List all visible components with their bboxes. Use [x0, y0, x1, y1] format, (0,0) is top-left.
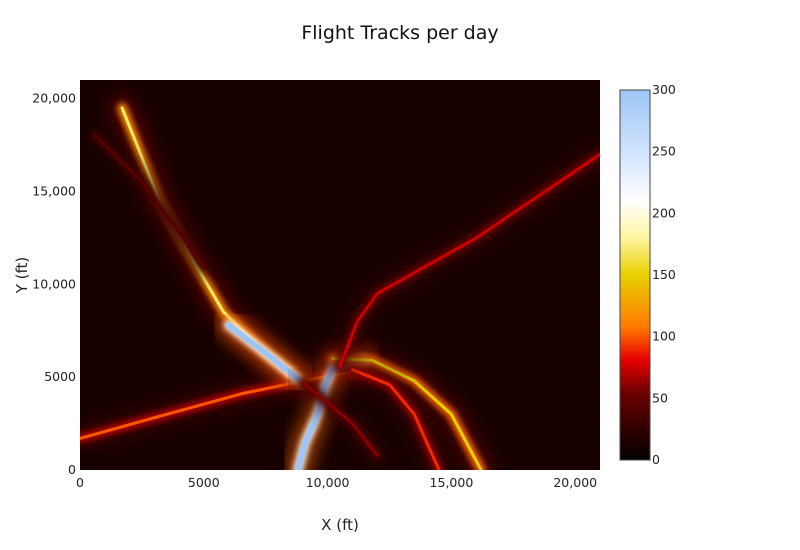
chart-title: Flight Tracks per day	[301, 22, 498, 44]
flight-track-8	[289, 369, 391, 469]
flight-track-3	[215, 312, 311, 392]
x-tick-label: 20,000	[553, 475, 597, 490]
flight-track-7	[327, 141, 600, 379]
flight-track-9	[81, 122, 217, 279]
colorbar-tick-label: 50	[652, 390, 668, 405]
y-tick-label: 5000	[44, 369, 76, 384]
flight-track-6	[339, 356, 452, 470]
y-tick-label: 20,000	[32, 91, 76, 106]
x-tick-label: 5000	[188, 475, 220, 490]
x-tick-label: 15,000	[430, 475, 474, 490]
y-axis-ticks: 0 5000 10,000 15,000 20,000	[32, 91, 76, 477]
x-axis-title: X (ft)	[321, 516, 359, 534]
plot-area	[80, 80, 600, 470]
colorbar-tick-label: 0	[652, 452, 660, 467]
colorbar-tick-label: 150	[652, 267, 676, 282]
y-tick-label: 0	[68, 462, 76, 477]
colorbar-gradient	[619, 89, 651, 461]
x-tick-label: 10,000	[306, 475, 350, 490]
heatmap-tracks	[80, 94, 600, 470]
y-tick-label: 10,000	[32, 276, 76, 291]
x-tick-label: 0	[76, 475, 84, 490]
y-tick-label: 15,000	[32, 183, 76, 198]
colorbar-tick-label: 100	[652, 329, 676, 344]
colorbar-tick-label: 300	[652, 82, 676, 97]
colorbar-tick-label: 200	[652, 205, 676, 220]
colorbar: 0 50 100 150 200 250 300	[619, 82, 676, 467]
x-axis-ticks: 0 5000 10,000 15,000 20,000	[76, 475, 597, 490]
y-axis-title: Y (ft)	[13, 257, 31, 295]
colorbar-tick-label: 250	[652, 144, 676, 159]
colorbar-ticks: 0 50 100 150 200 250 300	[652, 82, 676, 467]
